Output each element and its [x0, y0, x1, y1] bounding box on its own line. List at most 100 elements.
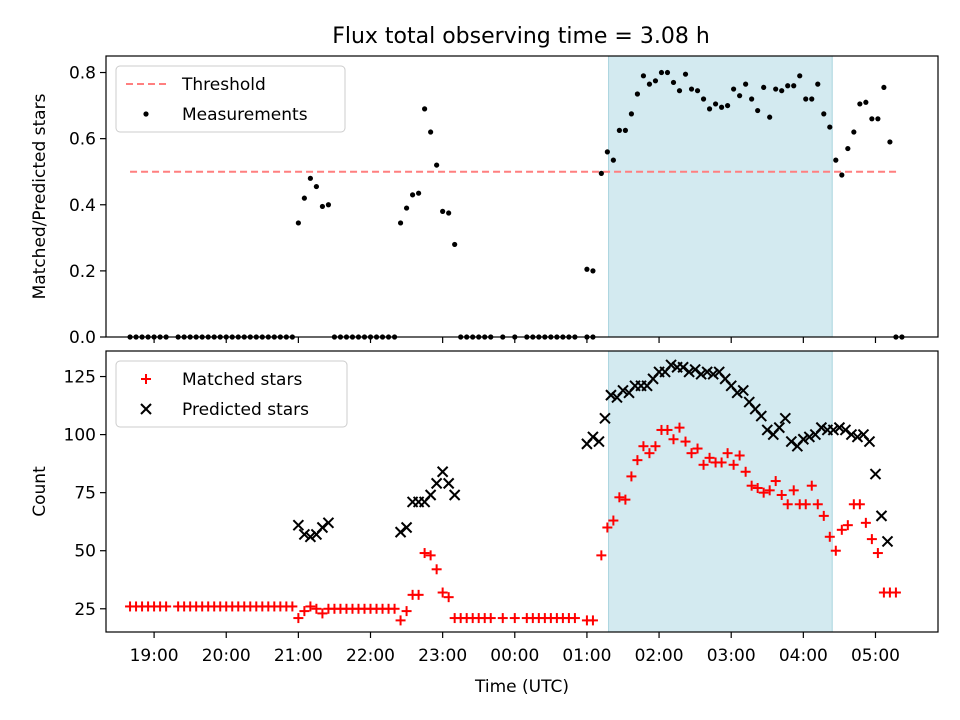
data-point — [842, 520, 853, 531]
data-point — [797, 73, 803, 79]
data-point — [395, 615, 406, 626]
data-point — [797, 433, 810, 445]
x-b — [725, 380, 737, 392]
x-b — [827, 424, 840, 436]
y-tick-label: 50 — [74, 542, 96, 562]
data-point — [422, 106, 428, 112]
data-point — [803, 431, 816, 443]
data-point — [806, 480, 817, 491]
data-point — [509, 613, 520, 624]
data-point — [668, 434, 679, 445]
data-point — [734, 450, 745, 461]
data-point — [313, 183, 320, 190]
x-b — [845, 428, 858, 441]
x-b — [713, 366, 725, 378]
y-tick-label: 25 — [74, 600, 96, 620]
data-point — [674, 422, 685, 433]
data-point — [821, 111, 827, 117]
data-point — [785, 83, 791, 89]
data-point — [863, 99, 869, 105]
data-point — [827, 124, 833, 130]
data-point — [400, 521, 413, 534]
data-point — [295, 220, 301, 226]
data-point — [652, 78, 659, 84]
data-point — [791, 83, 797, 89]
legend-box — [115, 65, 346, 133]
data-point — [740, 466, 751, 477]
x-b — [737, 384, 749, 397]
data-point — [752, 483, 763, 494]
data-point — [620, 494, 631, 505]
legend-label: Measurements — [182, 105, 308, 125]
x-tick-label: 22:00 — [346, 646, 395, 666]
data-point — [803, 96, 809, 102]
legend: Threshold Measurements — [115, 65, 346, 133]
data-point — [425, 550, 436, 561]
data-point — [722, 448, 733, 459]
data-point — [608, 515, 619, 526]
data-point — [731, 387, 743, 399]
x-b — [839, 424, 852, 436]
data-point — [683, 366, 695, 378]
data-point — [712, 101, 719, 107]
data-point — [317, 608, 328, 619]
data-point — [845, 145, 851, 152]
legend-label: Matched stars — [182, 370, 302, 390]
data-point — [809, 96, 815, 102]
data-point — [788, 485, 799, 496]
x-b — [833, 421, 846, 434]
x-b — [749, 403, 761, 415]
y-axis-label: Matched/Predicted stars — [30, 93, 50, 299]
y-tick-label: 0.2 — [69, 262, 96, 282]
data-point — [658, 69, 665, 76]
data-point — [428, 129, 434, 135]
data-point — [430, 477, 443, 490]
data-point — [680, 436, 691, 447]
data-point — [875, 510, 888, 522]
data-point — [815, 421, 828, 434]
data-point — [773, 86, 779, 92]
data-point — [890, 587, 901, 598]
data-point — [824, 531, 835, 542]
data-point — [665, 359, 677, 371]
data-point — [746, 480, 757, 491]
data-point — [605, 389, 617, 401]
data-point — [598, 170, 604, 176]
y-tick-label: 100 — [64, 426, 96, 446]
series-matched-stars — [125, 422, 901, 626]
data-point — [443, 592, 454, 603]
x-tick-label: 20:00 — [202, 646, 251, 666]
data-point — [634, 91, 641, 97]
x-b — [803, 431, 816, 443]
data-point — [887, 139, 893, 145]
data-point — [416, 190, 422, 196]
x-b — [400, 521, 413, 534]
data-point — [716, 457, 727, 468]
data-point — [446, 210, 452, 216]
data-point — [161, 601, 172, 612]
legend-label: Predicted stars — [182, 400, 309, 420]
data-point — [686, 448, 697, 459]
data-point — [860, 517, 871, 528]
x-b — [797, 433, 810, 445]
data-point — [602, 522, 613, 533]
x-b — [851, 431, 864, 443]
legend-key-matched — [141, 374, 151, 384]
x-b — [677, 361, 689, 373]
series-predicted-stars — [292, 359, 894, 548]
x-b — [605, 389, 617, 401]
data-point — [755, 107, 761, 114]
x-b — [298, 528, 311, 541]
data-point — [694, 88, 701, 94]
data-point — [442, 477, 455, 490]
data-point — [409, 192, 416, 198]
x-b — [593, 435, 605, 448]
data-point — [424, 489, 437, 501]
data-point — [743, 81, 749, 87]
x-b — [761, 424, 773, 436]
x-b — [785, 435, 798, 448]
axes-frame — [105, 55, 939, 338]
data-point — [866, 534, 877, 545]
data-point — [701, 366, 713, 378]
